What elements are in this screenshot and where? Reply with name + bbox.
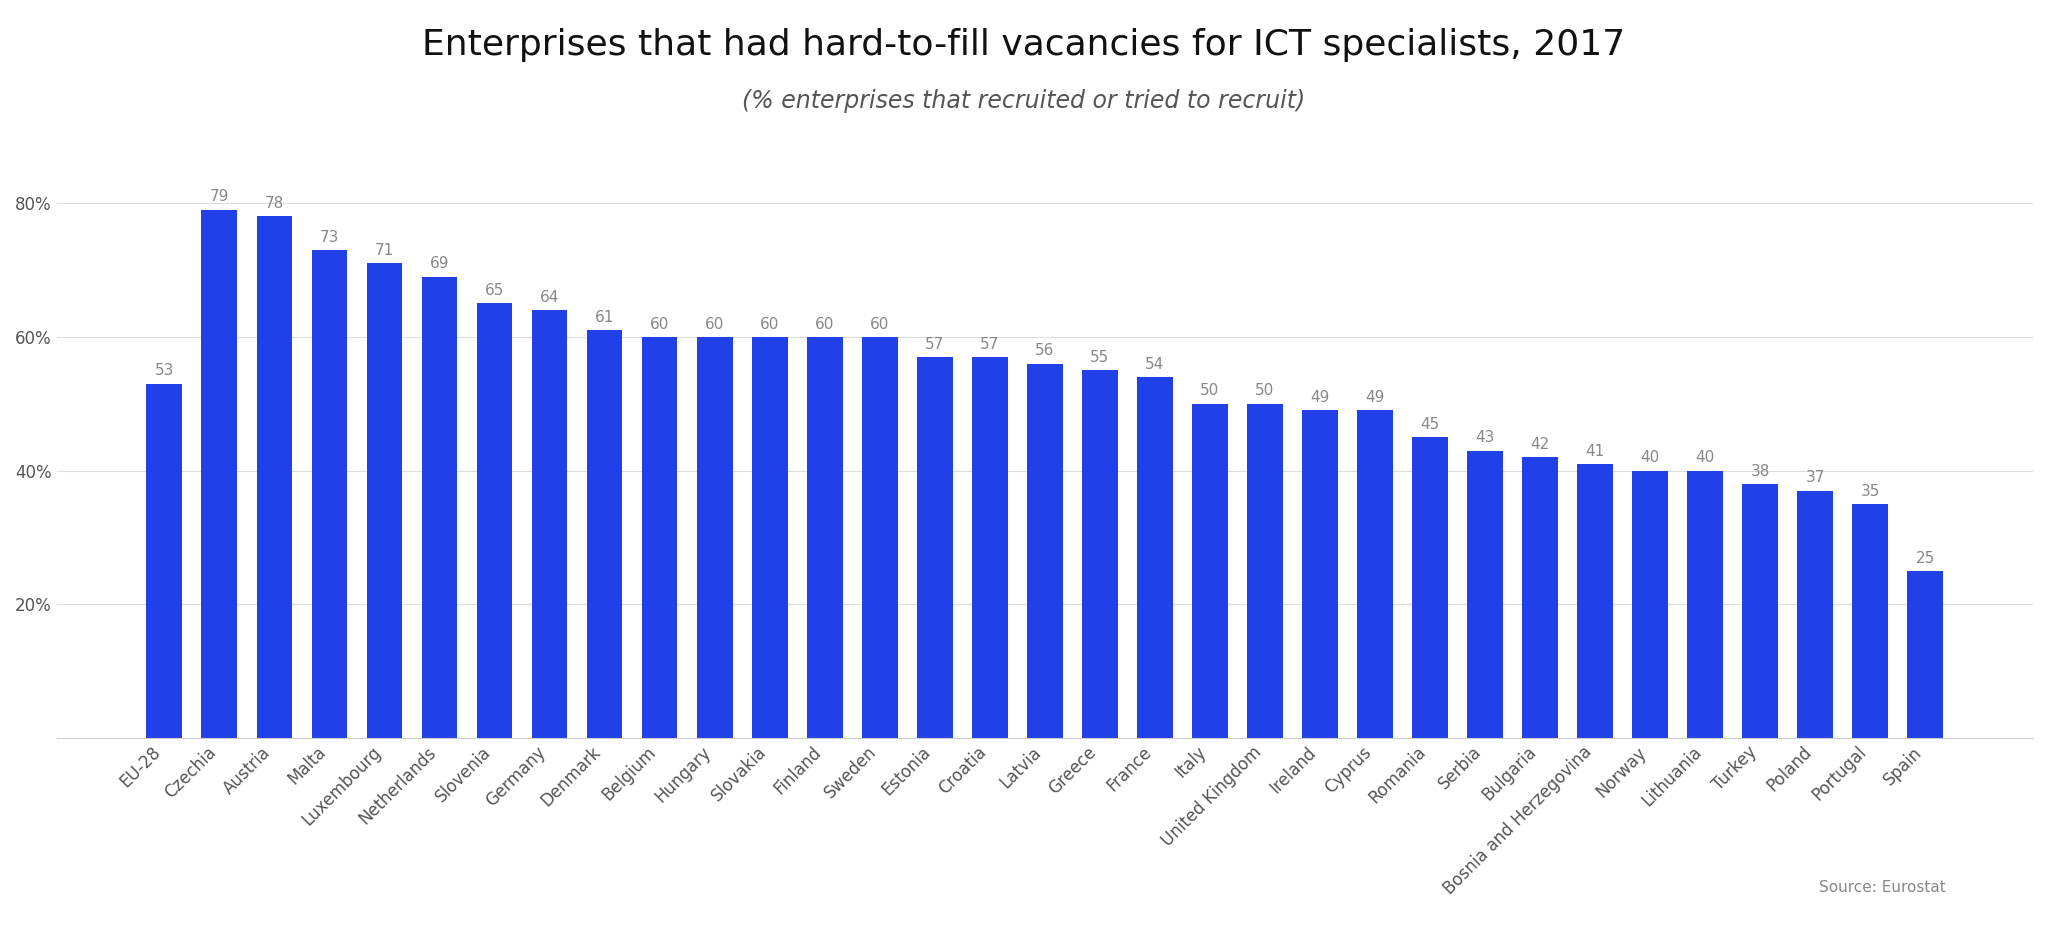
Bar [1577, 464, 1614, 738]
Bar [422, 277, 457, 738]
Bar [1851, 504, 1888, 738]
Bar [1522, 458, 1559, 738]
Bar [1026, 363, 1063, 738]
Text: 43: 43 [1475, 431, 1495, 445]
Text: 25: 25 [1915, 551, 1935, 566]
Text: 78: 78 [264, 196, 285, 211]
Bar [532, 310, 567, 738]
Bar [147, 384, 182, 738]
Bar [696, 336, 733, 738]
Bar [1303, 410, 1337, 738]
Text: 60: 60 [649, 317, 670, 332]
Text: 60: 60 [760, 317, 780, 332]
Bar [311, 250, 348, 738]
Text: 38: 38 [1751, 464, 1769, 479]
Text: 60: 60 [870, 317, 889, 332]
Text: 60: 60 [815, 317, 834, 332]
Bar [1413, 437, 1448, 738]
Text: 49: 49 [1366, 391, 1384, 405]
Text: 71: 71 [375, 243, 393, 258]
Bar [807, 336, 842, 738]
Text: 40: 40 [1640, 450, 1659, 465]
Bar [256, 216, 293, 738]
Text: 64: 64 [541, 290, 559, 305]
Text: 40: 40 [1696, 450, 1714, 465]
Text: 57: 57 [926, 336, 944, 351]
Text: 45: 45 [1421, 417, 1440, 432]
Text: 60: 60 [705, 317, 725, 332]
Text: 55: 55 [1090, 350, 1110, 365]
Text: 79: 79 [209, 189, 229, 204]
Bar [1907, 571, 1944, 738]
Text: (% enterprises that recruited or tried to recruit): (% enterprises that recruited or tried t… [741, 89, 1307, 113]
Bar [586, 330, 623, 738]
Bar [1081, 370, 1118, 738]
Bar [1466, 450, 1503, 738]
Text: 53: 53 [156, 363, 174, 378]
Bar [641, 336, 678, 738]
Bar [1688, 471, 1722, 738]
Bar [1192, 404, 1229, 738]
Bar [1632, 471, 1667, 738]
Bar [973, 357, 1008, 738]
Text: 57: 57 [981, 336, 999, 351]
Text: 69: 69 [430, 256, 449, 271]
Bar [1358, 410, 1393, 738]
Bar [367, 263, 401, 738]
Text: 37: 37 [1806, 471, 1825, 486]
Bar [1743, 484, 1778, 738]
Bar [1798, 491, 1833, 738]
Bar [752, 336, 788, 738]
Bar [477, 304, 512, 738]
Text: 56: 56 [1034, 343, 1055, 358]
Text: 54: 54 [1145, 357, 1165, 372]
Text: 35: 35 [1860, 484, 1880, 499]
Text: 42: 42 [1530, 437, 1550, 452]
Bar [918, 357, 952, 738]
Text: Enterprises that had hard-to-fill vacancies for ICT specialists, 2017: Enterprises that had hard-to-fill vacanc… [422, 28, 1626, 62]
Text: 61: 61 [594, 309, 614, 325]
Text: 65: 65 [485, 283, 504, 298]
Bar [1137, 377, 1174, 738]
Text: 73: 73 [319, 229, 340, 244]
Bar [201, 210, 238, 738]
Text: 49: 49 [1311, 391, 1329, 405]
Bar [1247, 404, 1282, 738]
Text: Source: Eurostat: Source: Eurostat [1819, 880, 1946, 895]
Bar [862, 336, 897, 738]
Text: 41: 41 [1585, 444, 1606, 459]
Text: 50: 50 [1255, 383, 1274, 398]
Text: 50: 50 [1200, 383, 1219, 398]
